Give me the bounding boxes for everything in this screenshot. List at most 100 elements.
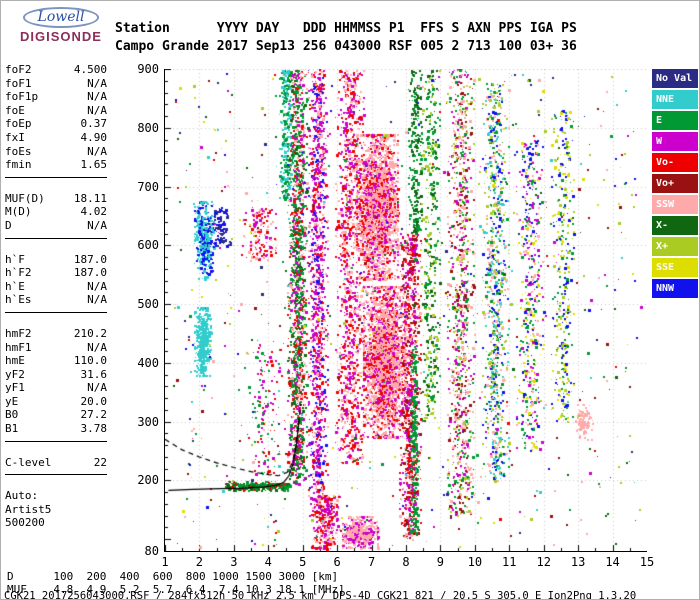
- parameter-label: foF2: [5, 63, 32, 76]
- parameter-label: fxI: [5, 130, 25, 144]
- legend-item-e: E: [652, 111, 698, 130]
- parameter-row-b1: B1 3.78: [5, 422, 107, 436]
- x-tick-label-13: 13: [570, 555, 586, 569]
- parameter-row-hmf1: hmF1 N/A: [5, 341, 107, 355]
- parameter-row-d: D N/A: [5, 219, 107, 233]
- parameter-label: yE: [5, 394, 19, 408]
- x-tick-label-4: 4: [264, 555, 272, 569]
- parameter-value: N/A: [87, 76, 107, 90]
- muf-row: MUF 4.8 4.9 5.2 5.7 6.4 7.4 10.3 18.1 [M…: [7, 583, 345, 596]
- parameter-row-auto: Auto:: [5, 489, 107, 503]
- y-tick-label-600: 600: [137, 238, 159, 253]
- legend-item-x-: X+: [652, 237, 698, 256]
- y-tick-label-80: 80: [144, 544, 159, 558]
- parameter-value: N/A: [87, 340, 107, 354]
- parameter-label: h`E: [5, 279, 25, 293]
- parameter-row-500200: 500200: [5, 516, 107, 530]
- parameter-label: h`Es: [5, 293, 32, 307]
- parameter-row-fxi: fxI 4.90: [5, 131, 107, 145]
- parameter-label: MUF(D): [5, 191, 45, 205]
- parameter-row-fof1p: foF1p N/A: [5, 90, 107, 104]
- parameter-row-yf1: yF1 N/A: [5, 381, 107, 395]
- legend-item-ssw: SSW: [652, 195, 698, 214]
- parameter-value: 3.78: [80, 422, 108, 436]
- parameter-row-clevel: C-level 22: [5, 456, 107, 470]
- parameter-label: hmF1: [5, 340, 32, 354]
- parameter-label: yF1: [5, 381, 25, 395]
- x-tick-label-6: 6: [333, 555, 341, 569]
- parameter-row-fof2: foF2 4.500: [5, 63, 107, 77]
- parameter-value: 4.02: [80, 205, 108, 219]
- parameter-row-ye: yE 20.0: [5, 395, 107, 409]
- y-tick-label-700: 700: [137, 179, 159, 194]
- legend-item-nnw: NNW: [652, 279, 698, 298]
- parameter-label: B0: [5, 408, 19, 422]
- parameter-value: 187.0: [73, 252, 107, 266]
- parameter-group: C-level 22: [5, 454, 107, 476]
- y-tick-label-500: 500: [137, 297, 159, 312]
- parameter-label: Artist5: [5, 502, 52, 516]
- parameter-group: Auto: Artist5 500200: [5, 487, 107, 535]
- header-column-titles: Station YYYY DAY DDD HHMMSS P1 FFS S AXN…: [115, 21, 577, 36]
- x-tick-label-12: 12: [536, 555, 551, 569]
- header-station-values: Campo Grande 2017 Sep13 256 043000 RSF 0…: [115, 39, 577, 54]
- x-tick-label-5: 5: [299, 555, 307, 569]
- parameter-row-he: h`E N/A: [5, 280, 107, 294]
- x-tick-label-9: 9: [436, 555, 445, 569]
- parameter-label: foEs: [5, 144, 32, 158]
- parameter-value: 110.0: [73, 354, 107, 368]
- legend-item-vo-: Vo-: [652, 153, 698, 172]
- parameter-value: 210.2: [73, 326, 107, 340]
- y-tick-label-800: 800: [137, 120, 159, 135]
- parameter-value: 20.0: [80, 394, 108, 408]
- legend-item-no-val: No Val: [652, 69, 698, 88]
- parameter-label: foEp: [5, 117, 32, 131]
- logo-digisonde-text: DIGISONDE: [20, 29, 102, 44]
- legend-item-vo-: Vo+: [652, 174, 698, 193]
- parameter-value: 1.65: [80, 158, 108, 172]
- legend-item-w: W: [652, 132, 698, 151]
- parameter-panel: foF2 4.500 foF1 N/A foF1p N/A foE N/A foEp 0.37 fx…: [5, 61, 107, 547]
- parameter-row-foep: foEp 0.37: [5, 117, 107, 131]
- lowell-digisonde-logo: Lowell DIGISONDE: [9, 6, 113, 44]
- parameter-label: foF1p: [5, 90, 39, 104]
- parameter-row-b0: B0 27.2: [5, 408, 107, 422]
- parameter-value: N/A: [87, 218, 107, 232]
- parameter-label: hmE: [5, 354, 25, 368]
- parameter-label: foE: [5, 103, 25, 117]
- x-tick-label-11: 11: [502, 555, 517, 569]
- status-line: CGK21_2017256043000.RSF / 284fx512h 50 k…: [4, 590, 637, 600]
- parameter-label: M(D): [5, 205, 32, 219]
- parameter-label: B1: [5, 422, 19, 436]
- parameter-row-md: M(D) 4.02: [5, 205, 107, 219]
- x-tick-label-14: 14: [605, 555, 620, 569]
- legend-item-x-: X-: [652, 216, 698, 235]
- parameter-label: 500200: [5, 516, 45, 530]
- parameter-value: 31.6: [80, 367, 108, 381]
- parameter-value: N/A: [87, 293, 107, 307]
- parameter-row-foe: foE N/A: [5, 104, 107, 118]
- x-tick-label-7: 7: [367, 555, 376, 569]
- parameter-group: hmF2 210.2 hmF1 N/A hmE 110.0 yF2 31.6 yF1 N/A yE 2…: [5, 325, 107, 442]
- x-tick-label-15: 15: [639, 555, 655, 569]
- parameter-label: fmin: [5, 158, 32, 172]
- parameter-value: N/A: [87, 144, 107, 158]
- parameter-row-hes: h`Es N/A: [5, 293, 107, 307]
- parameter-row-hf2: h`F2 187.0: [5, 266, 107, 280]
- parameter-value: 187.0: [73, 266, 107, 280]
- parameter-value: N/A: [87, 381, 107, 395]
- parameter-row-fmin: fmin 1.65: [5, 158, 107, 172]
- parameter-value: N/A: [87, 279, 107, 293]
- parameter-label: foF1: [5, 76, 32, 90]
- parameter-value: 27.2: [80, 408, 108, 422]
- parameter-label: h`F: [5, 252, 25, 266]
- x-tick-label-3: 3: [230, 555, 238, 569]
- logo-lowell-text: Lowell: [37, 9, 85, 25]
- parameter-value: 18.11: [73, 191, 107, 205]
- parameter-row-hf: h`F 187.0: [5, 253, 107, 267]
- parameter-row-artist5: Artist5: [5, 503, 107, 517]
- x-tick-label-10: 10: [467, 555, 483, 569]
- parameter-label: hmF2: [5, 326, 32, 340]
- parameter-value: N/A: [87, 103, 107, 117]
